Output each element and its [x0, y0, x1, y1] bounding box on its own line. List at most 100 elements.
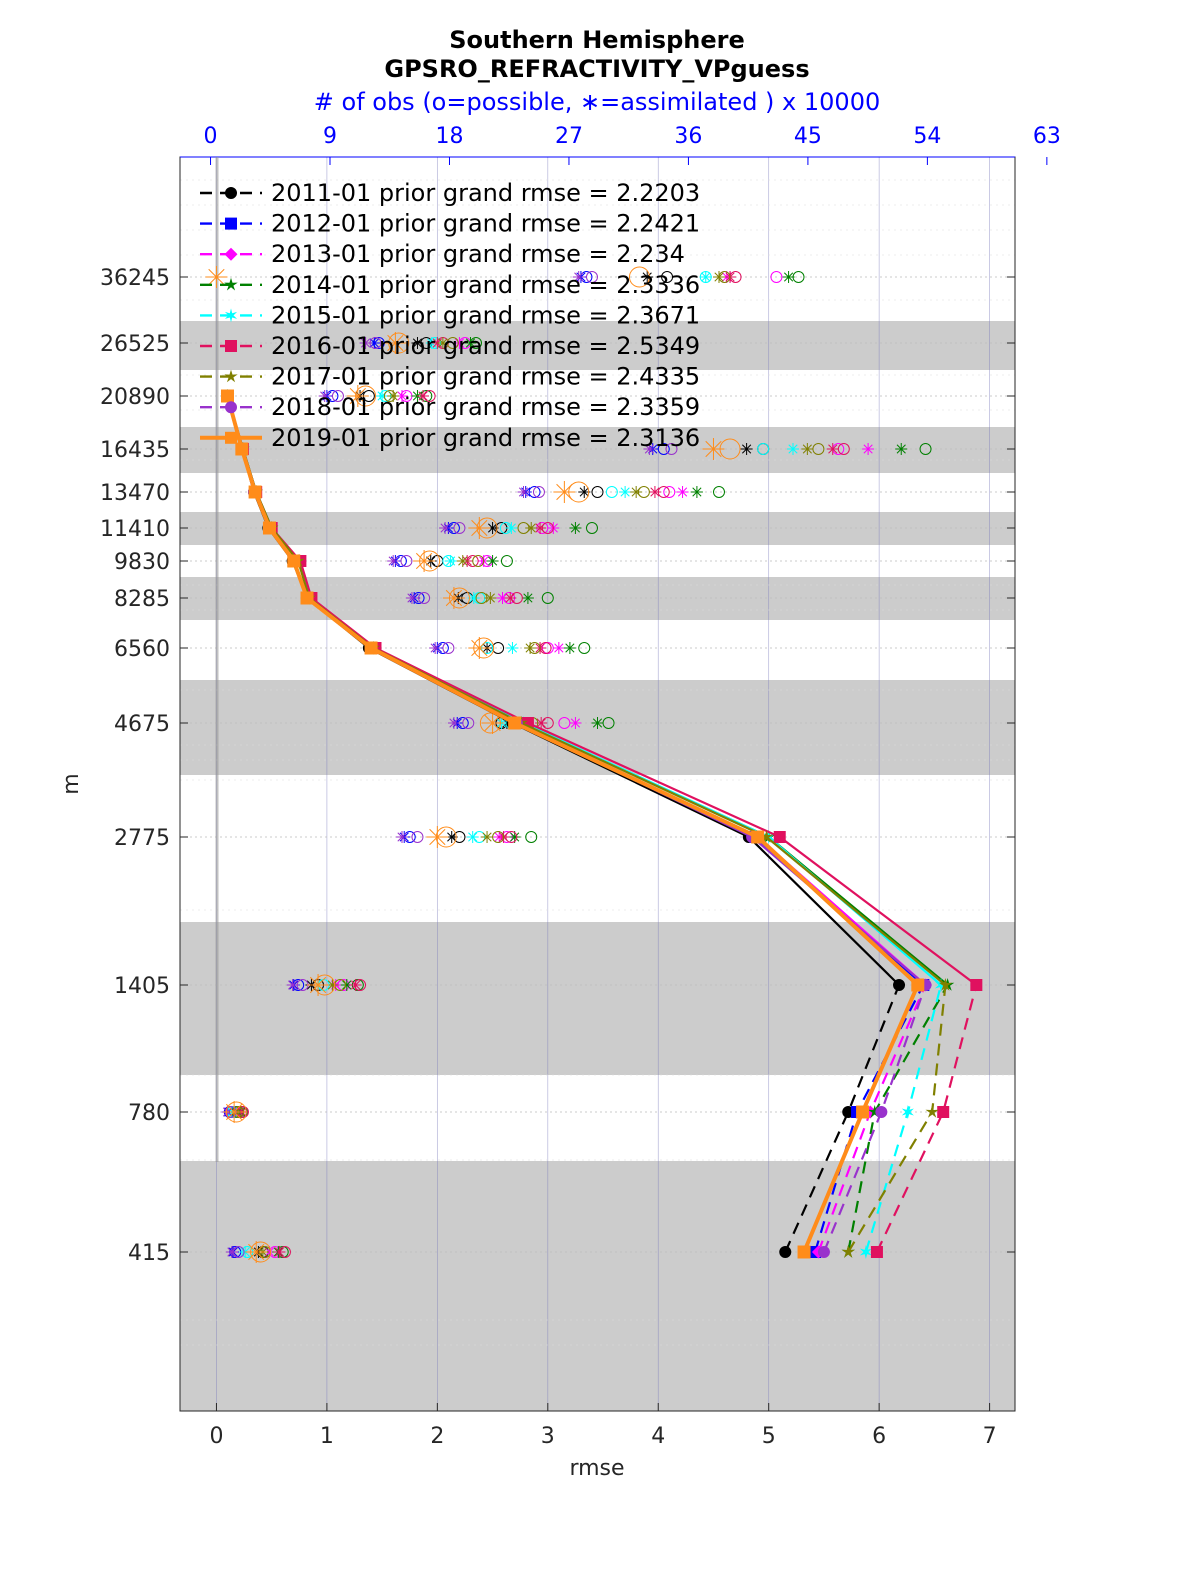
obs-assimilated-marker: [286, 979, 299, 991]
obs-possible-marker: [792, 271, 805, 283]
obs-assimilated-marker: [346, 385, 369, 407]
legend-marker: [224, 308, 238, 323]
obs-assimilated-marker: [506, 642, 519, 654]
chart-subtitle: GPSRO_REFRACTIVITY_VPguess: [384, 55, 809, 83]
obs-possible-marker: [453, 522, 466, 534]
obs-possible-marker: [770, 271, 783, 283]
obs-possible-marker: [605, 486, 618, 498]
data-point: [893, 979, 906, 991]
obs-assimilated-marker: [826, 443, 839, 455]
obs-possible-marker: [532, 486, 545, 498]
obs-possible-marker: [757, 443, 770, 455]
data-point: [751, 830, 765, 844]
obs-possible-marker: [591, 486, 604, 498]
legend-marker: [224, 247, 238, 261]
obs-assimilated-marker: [619, 486, 632, 498]
obs-assimilated-marker: [456, 555, 469, 567]
data-point: [817, 1246, 830, 1258]
series-line: [875, 984, 978, 1253]
shaded-bands: [180, 321, 1015, 1411]
axis-ticks: 0 1 2 3 4 5 6 70 9 18 27 36 45 54 63415780140527754675…: [100, 124, 1061, 1449]
obs-assimilated-marker: [273, 1246, 286, 1258]
obs-assimilated-marker: [429, 642, 442, 654]
obs-assimilated-marker: [862, 443, 875, 455]
obs-possible-marker: [541, 592, 554, 604]
x-axis-label: rmse: [569, 1456, 624, 1481]
top-tick-label: 54: [913, 124, 941, 149]
x-tick-label: 5: [762, 1424, 776, 1449]
obs-assimilated-marker: [205, 266, 228, 288]
obs-assimilated-marker: [466, 831, 479, 843]
y-tick-label: 9830: [114, 550, 170, 575]
obs-assimilated-marker: [384, 332, 407, 354]
shaded-band: [180, 427, 1015, 473]
obs-assimilated-marker: [387, 390, 400, 402]
obs-possible-marker: [400, 555, 413, 567]
x-tick-label: 2: [430, 1424, 444, 1449]
obs-assimilated-marker: [535, 717, 548, 729]
obs-assimilated-marker: [740, 443, 753, 455]
obs-assimilated-marker: [699, 271, 712, 283]
y-tick-label: 780: [128, 1101, 170, 1126]
obs-possible-marker: [331, 390, 344, 402]
obs-possible-marker: [712, 486, 725, 498]
data-point: [220, 389, 234, 403]
obs-assimilated-marker: [411, 337, 424, 349]
obs-assimilated-marker: [496, 592, 509, 604]
data-point: [970, 979, 983, 991]
obs-assimilated-marker: [318, 390, 331, 402]
obs-possible-marker: [663, 486, 676, 498]
x-tick-label: 3: [541, 1424, 555, 1449]
obs-assimilated-marker: [641, 271, 654, 283]
obs-assimilated-marker: [426, 826, 449, 848]
data-point: [937, 1106, 950, 1118]
obs-possible-marker: [442, 642, 455, 654]
legend-entry: 2014-01 prior grand rmse = 2.3336: [271, 271, 700, 299]
data-point: [364, 641, 378, 655]
obs-assimilated-marker: [245, 1241, 268, 1263]
obs-assimilated-marker: [413, 550, 436, 572]
data-point: [870, 1246, 883, 1258]
series-line: [225, 395, 920, 987]
obs-possible-marker: [585, 522, 598, 534]
top-tick-label: 27: [555, 124, 583, 149]
legend: 2011-01 prior grand rmse = 2.2203 2012-01…: [200, 179, 700, 452]
obs-assimilated-marker: [436, 337, 449, 349]
obs-assimilated-marker: [552, 642, 565, 654]
data-point: [235, 442, 249, 456]
y-tick-label: 16435: [100, 438, 170, 463]
data-point: [856, 1105, 870, 1119]
obs-possible-marker: [525, 831, 538, 843]
obs-possible-marker: [585, 271, 598, 283]
obs-assimilated-marker: [447, 717, 460, 729]
obs-assimilated-marker: [702, 438, 725, 460]
obs-assimilated-marker: [690, 486, 703, 498]
x-tick-label: 6: [872, 1424, 886, 1449]
obs-assimilated-marker: [786, 443, 799, 455]
legend-entry: 2018-01 prior grand rmse = 2.3359: [271, 393, 700, 421]
data-point: [287, 554, 301, 568]
obs-assimilated-marker: [468, 637, 491, 659]
obs-assimilated-marker: [534, 522, 547, 534]
obs-possible-marker: [665, 443, 678, 455]
obs-assimilated-marker: [712, 271, 725, 283]
obs-assimilated-marker: [801, 443, 814, 455]
obs-assimilated-marker: [525, 522, 538, 534]
x-tick-label: 4: [651, 1424, 665, 1449]
obs-assimilated-marker: [569, 717, 582, 729]
obs-assimilated-marker: [481, 712, 504, 734]
legend-marker: [225, 431, 237, 444]
obs-assimilated-marker: [387, 555, 400, 567]
obs-assimilated-marker: [524, 642, 537, 654]
obs-assimilated-marker: [405, 592, 418, 604]
data-point: [938, 978, 953, 991]
obs-assimilated-marker: [630, 486, 643, 498]
series-lines: [220, 389, 983, 1259]
obs-assimilated-marker: [782, 271, 795, 283]
top-tick-label: 18: [435, 124, 463, 149]
obs-assimilated-marker: [569, 522, 582, 534]
obs-assimilated-marker: [349, 979, 362, 991]
obs-assimilated-marker: [442, 587, 465, 609]
obs-assimilated-marker: [453, 337, 466, 349]
obs-assimilated-marker: [563, 642, 576, 654]
